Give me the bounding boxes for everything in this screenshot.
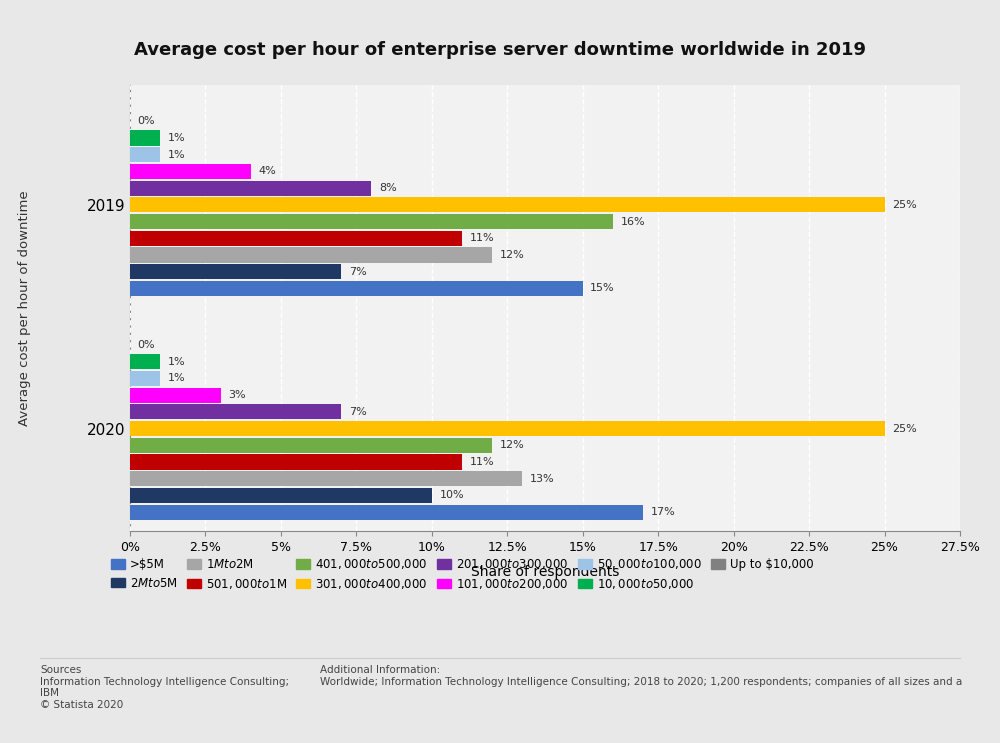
Text: 17%: 17% xyxy=(651,507,675,517)
Text: 8%: 8% xyxy=(379,183,397,193)
Text: 13%: 13% xyxy=(530,474,555,484)
Bar xyxy=(130,231,462,246)
Text: Average cost per hour of downtime: Average cost per hour of downtime xyxy=(18,190,32,426)
Text: 12%: 12% xyxy=(500,441,524,450)
Bar xyxy=(130,388,221,403)
Text: Average cost per hour of enterprise server downtime worldwide in 2019: Average cost per hour of enterprise serv… xyxy=(134,41,866,59)
Text: 7%: 7% xyxy=(349,407,367,417)
Text: 1%: 1% xyxy=(168,357,185,367)
Text: 25%: 25% xyxy=(892,200,917,210)
Text: Sources
Information Technology Intelligence Consulting;
IBM
© Statista 2020: Sources Information Technology Intellige… xyxy=(40,665,289,710)
Text: 11%: 11% xyxy=(470,457,494,467)
Bar xyxy=(130,265,341,279)
Bar xyxy=(130,214,613,229)
Bar xyxy=(130,455,462,470)
Bar xyxy=(130,421,885,436)
Bar xyxy=(130,147,160,162)
Text: 15%: 15% xyxy=(590,283,615,293)
Legend: >$5M, $2M to $5M, $1M to $2M, $501,000 to $1M, $401,000 to $500,000, $301,000 to: >$5M, $2M to $5M, $1M to $2M, $501,000 t… xyxy=(106,552,818,595)
Bar xyxy=(130,198,885,212)
Text: 12%: 12% xyxy=(500,250,524,260)
Text: 16%: 16% xyxy=(620,216,645,227)
Text: 1%: 1% xyxy=(168,149,185,160)
Text: 0%: 0% xyxy=(138,340,155,350)
Bar xyxy=(130,371,160,386)
Bar xyxy=(130,354,160,369)
Text: 11%: 11% xyxy=(470,233,494,243)
X-axis label: Share of respondents: Share of respondents xyxy=(471,565,619,579)
Text: 3%: 3% xyxy=(228,390,246,400)
Bar xyxy=(130,438,492,452)
Text: 0%: 0% xyxy=(138,116,155,126)
Text: 1%: 1% xyxy=(168,133,185,143)
Text: 25%: 25% xyxy=(892,424,917,434)
Bar xyxy=(130,181,371,195)
Text: 1%: 1% xyxy=(168,374,185,383)
Bar xyxy=(130,164,251,179)
Text: 7%: 7% xyxy=(349,267,367,276)
Text: 4%: 4% xyxy=(258,166,276,176)
Bar xyxy=(130,488,432,503)
Bar xyxy=(130,504,643,519)
Bar xyxy=(130,281,583,296)
Bar xyxy=(130,247,492,262)
Bar xyxy=(130,404,341,419)
Bar xyxy=(130,471,522,486)
Text: Additional Information:
Worldwide; Information Technology Intelligence Consultin: Additional Information: Worldwide; Infor… xyxy=(320,665,962,687)
Bar xyxy=(130,131,160,146)
Text: 10%: 10% xyxy=(439,490,464,501)
